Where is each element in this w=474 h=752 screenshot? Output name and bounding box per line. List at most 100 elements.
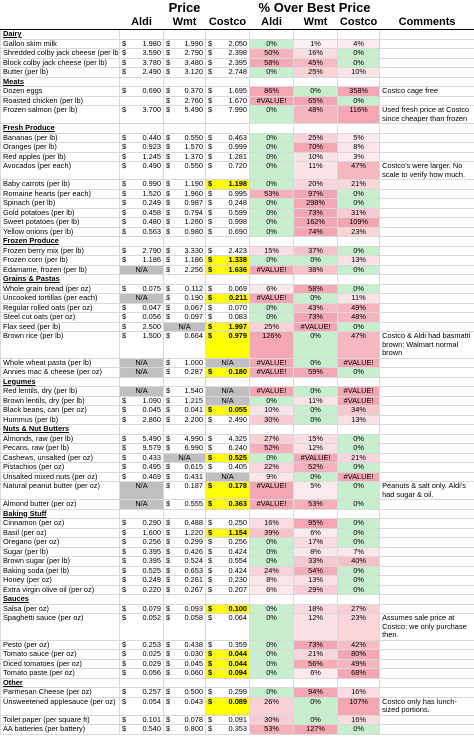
amount: 0.488 xyxy=(184,518,204,527)
comment xyxy=(379,414,474,425)
currency: $ xyxy=(208,208,213,217)
pct-cell: 0% xyxy=(293,696,339,716)
pct-cell: 33% xyxy=(293,556,339,567)
pct-cell: 0% xyxy=(249,395,295,406)
pct-cell: 0% xyxy=(249,312,295,323)
pct-cell: 0% xyxy=(249,255,295,266)
item-name: Bananas (per lb) xyxy=(0,132,120,143)
blank-header xyxy=(380,0,474,15)
item-row: Gallon skim milk $1.980 $1.990 $2.050 0% 1% 4% xyxy=(0,38,474,49)
comment xyxy=(379,452,474,463)
amount: 0.438 xyxy=(184,640,204,649)
amount: 1.670 xyxy=(228,96,248,105)
amount: 4.325 xyxy=(228,434,248,443)
price-cell: $6.240 xyxy=(204,443,251,454)
currency: $ xyxy=(166,246,171,255)
empty-cell xyxy=(293,424,339,435)
item-name: Black beans, can (per oz) xyxy=(0,405,120,416)
section-title: Fresh Produce xyxy=(0,123,120,134)
item-name: Block colby jack cheese (per lb) xyxy=(0,57,120,68)
pct-cell: 26% xyxy=(249,696,295,716)
item-row: Annies mac & cheese (per oz) N/A $0.287 $0.… xyxy=(0,367,474,378)
currency: $ xyxy=(122,659,127,668)
amount: 0.395 xyxy=(142,547,162,556)
section-row: Other xyxy=(0,677,474,688)
amount: 0.220 xyxy=(142,585,162,594)
pct-cell: 4% xyxy=(337,38,381,49)
amount: 0.249 xyxy=(142,575,162,584)
empty-cell xyxy=(293,274,339,285)
currency: $ xyxy=(208,585,213,594)
amount: 1.090 xyxy=(142,396,162,405)
price-cell: $0.426 xyxy=(163,546,206,557)
currency: $ xyxy=(122,528,127,537)
comment xyxy=(379,367,474,378)
price-cell: $0.250 xyxy=(204,518,251,529)
amount: 1.245 xyxy=(142,152,162,161)
amount: 3.700 xyxy=(142,105,162,114)
pct-cell: 86% xyxy=(249,86,295,97)
price-cell: $1.090 xyxy=(119,395,164,406)
empty-cell xyxy=(379,594,474,605)
price-cell: N/A xyxy=(119,386,164,397)
amount: 0.060 xyxy=(184,668,204,677)
currency: $ xyxy=(208,604,213,613)
pct-cell: 127% xyxy=(293,724,339,735)
amount: 0.055 xyxy=(228,405,248,414)
currency: $ xyxy=(166,443,171,452)
price-cell: N/A xyxy=(119,367,164,378)
amount: 0.664 xyxy=(184,331,204,340)
price-cell: $0.525 xyxy=(204,452,251,463)
comment xyxy=(379,518,474,529)
price-cell: $3.480 xyxy=(163,57,206,68)
price-cell: $2.395 xyxy=(204,57,251,68)
amount: 2.050 xyxy=(228,39,248,48)
price-cell: $0.052 xyxy=(119,613,164,641)
price-cell: $2.860 xyxy=(119,414,164,425)
pct-cell: 10% xyxy=(293,151,339,162)
currency: $ xyxy=(166,668,171,677)
currency: $ xyxy=(208,687,213,696)
currency: $ xyxy=(122,687,127,696)
pct-cell: 0% xyxy=(293,471,339,482)
amount: 1.154 xyxy=(228,528,248,537)
price-cell: N/A xyxy=(119,293,164,304)
pct-cell: 53% xyxy=(249,188,295,199)
item-name: Gold potatoes (per lb) xyxy=(0,207,120,218)
currency: $ xyxy=(208,462,213,471)
table-body: Dairy Gallon skim milk $1.980 $1.990 $2.050 0… xyxy=(0,29,474,735)
pct-cell: 0% xyxy=(337,198,381,209)
price-cell: $1.960 xyxy=(163,188,206,199)
item-row: Brown sugar (per lb) $0.395 $0.524 $0.554 0%… xyxy=(0,556,474,567)
item-row: Sugar (per lb) $0.395 $0.426 $0.424 0% 8% 7% xyxy=(0,546,474,557)
amount: 0.979 xyxy=(228,331,248,340)
item-row: Avocados (per each) $0.490 $0.550 $0.720 0% 1… xyxy=(0,161,474,180)
amount: 1.000 xyxy=(184,358,204,367)
price-cell: $0.078 xyxy=(163,714,206,725)
price-cell: $2.790 xyxy=(163,48,206,59)
price-cell: $0.720 xyxy=(204,161,251,180)
price-cell: $1.997 xyxy=(204,321,251,332)
currency: $ xyxy=(208,96,213,105)
item-name: Edamame, frozen (per lb) xyxy=(0,264,120,275)
currency: $ xyxy=(122,537,127,546)
currency: $ xyxy=(208,724,213,733)
pct-cell: 0% xyxy=(337,264,381,275)
amount: 0.044 xyxy=(228,649,248,658)
pct-cell: 5% xyxy=(293,481,339,500)
price-cell: $0.405 xyxy=(204,462,251,473)
comment xyxy=(379,584,474,595)
currency: $ xyxy=(208,405,213,414)
price-cell: $0.267 xyxy=(163,584,206,595)
comment xyxy=(379,293,474,304)
currency: $ xyxy=(208,198,213,207)
price-cell: $0.653 xyxy=(163,565,206,576)
pct-cell: 97% xyxy=(293,188,339,199)
amount: 0.525 xyxy=(142,566,162,575)
comment: Costco's were larger. No scale to verify… xyxy=(379,161,474,180)
item-row: Tomato sauce (per oz) $0.025 $0.030 $0.044 0… xyxy=(0,649,474,660)
price-cell: $0.257 xyxy=(119,687,164,698)
empty-cell xyxy=(249,76,295,87)
comment: Costco cage free xyxy=(379,86,474,97)
amount: 2.500 xyxy=(142,322,162,331)
